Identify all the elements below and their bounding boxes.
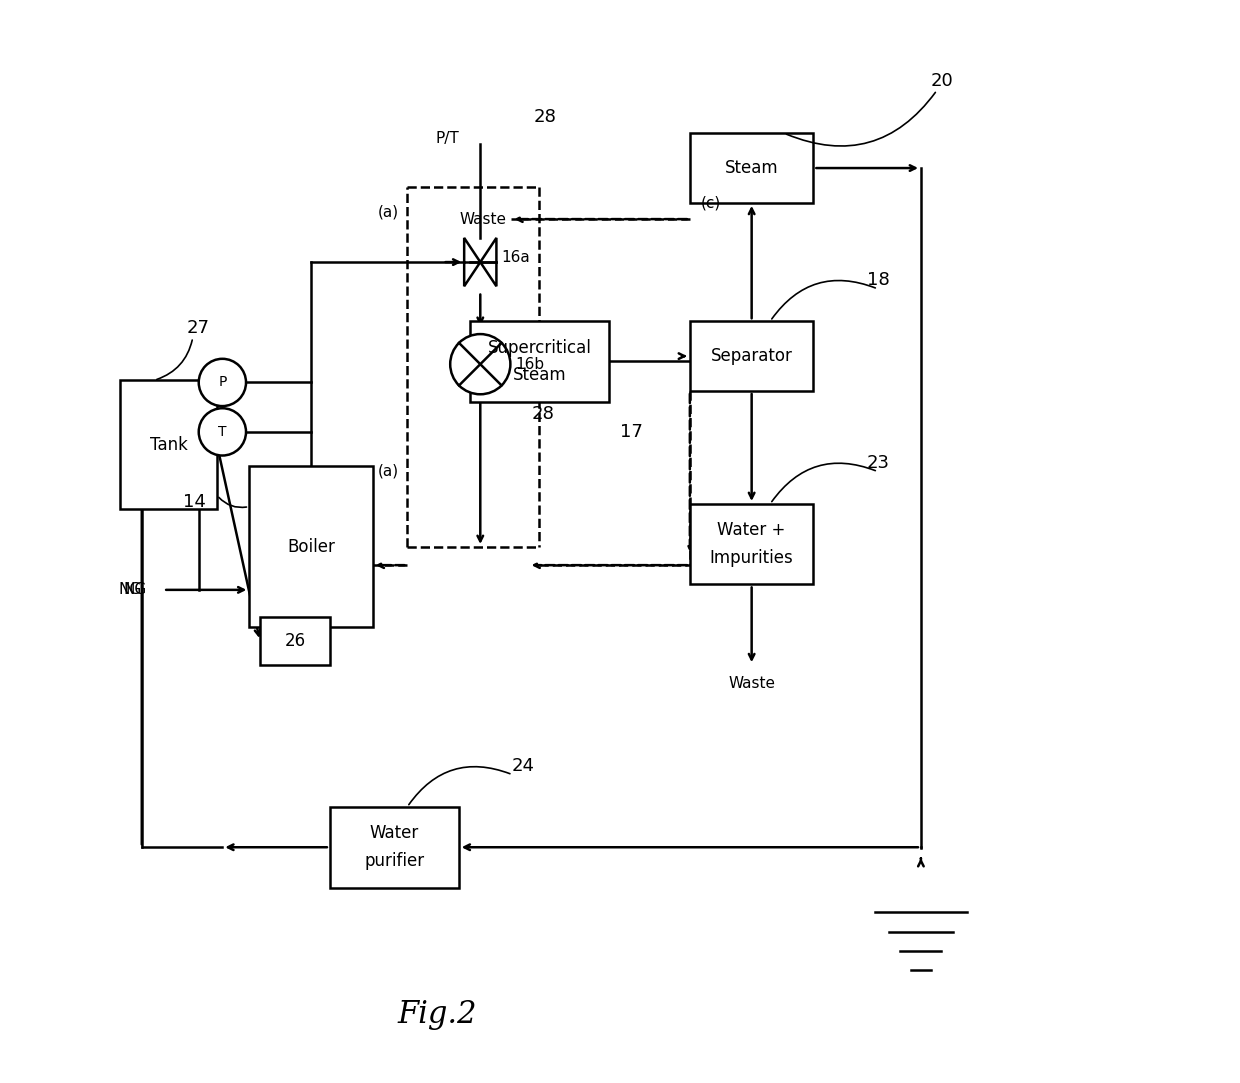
FancyBboxPatch shape [249, 467, 373, 627]
FancyBboxPatch shape [689, 322, 813, 391]
Text: 17: 17 [620, 423, 642, 441]
Text: Water +: Water + [718, 521, 786, 539]
Text: T: T [218, 425, 227, 439]
Text: Waste: Waste [728, 676, 775, 691]
FancyBboxPatch shape [689, 504, 813, 585]
Text: Tank: Tank [150, 435, 187, 454]
FancyBboxPatch shape [120, 380, 217, 509]
Circle shape [198, 358, 246, 406]
Text: P: P [218, 376, 227, 390]
Text: (a): (a) [377, 464, 398, 478]
Text: purifier: purifier [365, 852, 424, 871]
Text: 24: 24 [512, 757, 534, 774]
Text: Water: Water [370, 824, 419, 843]
Text: 27: 27 [186, 319, 210, 337]
Text: 18: 18 [867, 271, 889, 289]
Text: 28: 28 [534, 108, 557, 126]
FancyBboxPatch shape [330, 807, 459, 888]
Text: Fig.2: Fig.2 [398, 999, 477, 1030]
Text: NG: NG [124, 583, 148, 598]
Text: Steam: Steam [725, 159, 779, 177]
Text: (a): (a) [377, 205, 398, 220]
Text: 16a: 16a [502, 250, 531, 264]
Text: P/T: P/T [435, 131, 459, 146]
Circle shape [450, 334, 511, 394]
Text: 28: 28 [532, 405, 554, 423]
Text: NG: NG [119, 583, 141, 598]
Text: 20: 20 [931, 73, 954, 90]
Text: 26: 26 [284, 631, 305, 650]
Text: 23: 23 [867, 454, 889, 472]
FancyBboxPatch shape [689, 133, 813, 203]
FancyBboxPatch shape [470, 322, 609, 402]
Text: 16b: 16b [516, 356, 544, 371]
FancyBboxPatch shape [260, 616, 330, 665]
Circle shape [198, 408, 246, 456]
Text: 14: 14 [184, 493, 206, 511]
Text: Impurities: Impurities [709, 549, 794, 567]
Text: Waste: Waste [459, 211, 506, 226]
Text: Boiler: Boiler [288, 538, 335, 556]
Text: Separator: Separator [711, 348, 792, 365]
Text: (c): (c) [701, 196, 720, 210]
Text: Supercritical: Supercritical [487, 339, 591, 356]
Text: Steam: Steam [512, 366, 567, 384]
